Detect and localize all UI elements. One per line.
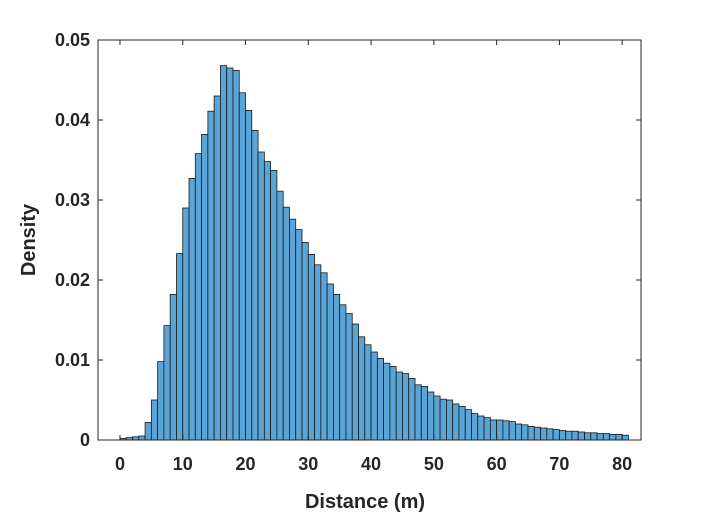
histogram-bar [194, 153, 202, 441]
y-tick-label: 0.03 [55, 190, 90, 210]
histogram-bar [552, 429, 560, 441]
histogram-bar [351, 323, 359, 441]
x-tick-label: 60 [487, 454, 507, 474]
histogram-bar [364, 344, 372, 441]
histogram-bar [602, 433, 611, 441]
histogram-bar [483, 417, 491, 441]
histogram-bar [596, 433, 604, 441]
plot-area-frame [97, 39, 642, 441]
histogram-bar [515, 423, 523, 441]
histogram-bar [301, 241, 309, 441]
histogram-bar [427, 391, 435, 441]
histogram-bar [207, 110, 215, 441]
histogram-bar [521, 424, 529, 441]
x-tick-label: 40 [361, 454, 381, 474]
histogram-bar [609, 433, 617, 441]
histogram-bar [238, 92, 246, 441]
histogram-bar [232, 70, 240, 441]
histogram-bar [571, 430, 579, 441]
histogram-bar [307, 253, 315, 441]
histogram-bar [565, 430, 573, 441]
histogram-bar [615, 433, 623, 441]
histogram-bar [508, 421, 516, 441]
histogram-bar [577, 431, 585, 441]
histogram-bar [314, 264, 322, 441]
histogram-bar [332, 293, 341, 441]
histogram-bar [270, 169, 278, 441]
y-axis-title: Density [18, 203, 40, 276]
histogram-bar [201, 133, 209, 441]
x-tick-label: 10 [173, 454, 193, 474]
histogram-bar [245, 110, 253, 441]
histogram-bar [345, 313, 353, 441]
histogram-bar [163, 325, 171, 441]
histogram-bar [420, 385, 428, 441]
histogram-bar [414, 384, 422, 441]
histogram-bar [621, 434, 629, 441]
x-axis-ticks: 0 10 20 30 40 50 60 70 80 [115, 40, 632, 474]
histogram-bar [558, 429, 567, 441]
y-axis-ticks: 0 0.01 0.02 0.03 0.04 0.05 [55, 30, 641, 450]
histogram-bar [289, 218, 297, 441]
histogram-bar [370, 351, 378, 441]
histogram-bar [464, 409, 472, 441]
histogram-bar [540, 427, 548, 441]
histogram-bar [452, 403, 460, 441]
y-tick-label: 0.05 [55, 30, 90, 50]
histogram-bar [320, 272, 328, 441]
y-tick-label: 0 [80, 430, 90, 450]
histogram-bar [376, 357, 385, 441]
histogram-bar [263, 161, 272, 441]
x-tick-label: 50 [424, 454, 444, 474]
histogram-bar [458, 405, 466, 441]
x-tick-label: 70 [549, 454, 569, 474]
histogram-bar [295, 229, 303, 441]
histogram-bar [358, 336, 366, 441]
histogram-bar [213, 95, 221, 441]
histogram-bar [220, 65, 228, 441]
histogram-bar [408, 377, 416, 441]
histogram-bar [395, 371, 403, 441]
histogram-bar [502, 420, 510, 441]
histogram-bar [383, 362, 391, 441]
histogram-bar [496, 419, 504, 441]
histogram-bar [182, 207, 190, 441]
histogram-bar [477, 415, 485, 441]
x-tick-label: 0 [115, 454, 125, 474]
histogram-bar [326, 283, 334, 441]
histogram-bar [188, 177, 196, 441]
histogram-bar [226, 67, 234, 441]
histogram-bar [282, 206, 290, 441]
histogram-bar [527, 425, 535, 441]
histogram-bar [150, 399, 159, 441]
histogram-bar [176, 253, 184, 441]
histogram-bar [251, 129, 259, 441]
histogram-bar [257, 151, 265, 441]
histogram-bar [471, 413, 479, 441]
histogram-bar [584, 432, 592, 441]
histogram-bar [439, 398, 447, 441]
x-axis-title: Distance (m) [305, 491, 425, 513]
x-tick-label: 20 [236, 454, 256, 474]
histogram-bar [169, 293, 177, 441]
histogram-bar [144, 421, 152, 441]
histogram-bar [389, 365, 397, 441]
y-tick-label: 0.04 [55, 110, 90, 130]
histogram-bar [533, 426, 541, 441]
histogram-bar [546, 428, 554, 441]
histogram-bar [276, 190, 284, 441]
histogram-bar [339, 304, 347, 441]
histogram-bar [433, 395, 441, 441]
x-tick-label: 30 [298, 454, 318, 474]
y-tick-label: 0.02 [55, 270, 90, 290]
histogram-bar [590, 432, 598, 441]
histogram-bar [157, 361, 165, 441]
histogram-bar [489, 419, 498, 441]
histogram-bar [445, 399, 454, 441]
histogram-bar [138, 435, 146, 441]
histogram-bar [402, 373, 410, 441]
x-tick-label: 80 [612, 454, 632, 474]
y-tick-label: 0.01 [55, 350, 90, 370]
